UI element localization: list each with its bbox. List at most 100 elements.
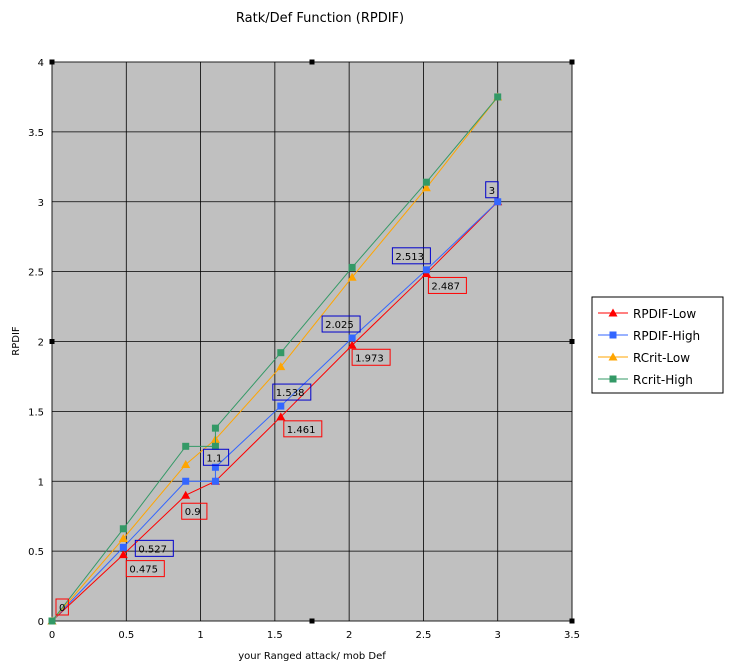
legend-marker [609,331,617,339]
data-label-group: 1.1 [202,448,230,466]
plot-frame-handle [569,339,575,344]
data-label: 1.1 [206,453,222,464]
series-layer [47,92,503,625]
data-label-box [391,247,431,265]
data-point [118,550,128,559]
plot-frame-handle [569,618,575,624]
legend-label: RCrit-Low [633,351,690,365]
series-rpdif-high [48,198,502,625]
x-tick-label: 3.5 [564,630,580,641]
data-label-group: 3 [485,181,499,199]
data-point [494,93,502,101]
legend-marker [608,308,618,317]
data-label: 0 [59,603,65,614]
data-label-group: 0.527 [134,539,174,557]
legend-marker [608,352,618,361]
data-label-group: 2.487 [427,276,467,294]
y-tick-label: 2.5 [28,268,44,279]
legend-item: RPDIF-Low [598,307,696,321]
data-point [347,272,357,281]
series-line [51,201,499,622]
legend-item: Rcrit-High [598,373,693,387]
plot-frame-handle [569,59,575,65]
data-point [211,442,219,450]
data-label: 1.973 [355,353,384,364]
data-point [211,424,219,432]
data-label-group: 0.475 [125,560,165,578]
y-tick-label: 3 [38,198,44,209]
chart-title: Ratk/Def Function (RPDIF) [236,11,404,26]
data-label-box [321,315,361,333]
data-label-box [202,448,230,466]
data-point [211,463,219,471]
y-axis-label: RPDIF [11,326,22,356]
data-label-group: 0 [55,598,69,616]
data-point [422,178,430,186]
data-label-box [125,560,165,578]
data-label-box [181,502,208,520]
series-rcrit-high [48,93,502,625]
legend-item: RPDIF-High [598,329,700,343]
x-tick-label: 3 [495,630,501,641]
data-point [276,412,286,421]
data-point [277,349,285,357]
plot-frame-handle [49,59,55,65]
data-point [347,340,357,349]
data-point [348,334,356,342]
data-label-box [427,276,467,294]
data-point [348,263,356,271]
x-axis-ticks: 0 0.5 1 1.5 2 2.5 3 3.5 [49,630,580,641]
y-tick-label: 3.5 [28,128,44,139]
data-label-box [485,181,499,199]
x-tick-label: 0.5 [118,630,134,641]
data-label: 2.025 [325,320,354,331]
series-line [51,96,499,622]
data-point [277,402,285,410]
data-point [119,525,127,533]
data-point [48,617,56,625]
plot-frame-handle [49,339,55,344]
x-tick-label: 2 [346,630,352,641]
data-label-box [55,598,69,616]
data-label-group: 1.461 [283,420,323,438]
x-tick-label: 1.5 [267,630,283,641]
data-point [211,477,219,485]
data-label: 3 [489,186,495,197]
y-tick-label: 1 [38,477,44,488]
data-label: 1.461 [287,425,316,436]
x-tick-label: 1 [197,630,203,641]
data-label-box [283,420,323,438]
data-label: 0.475 [129,565,158,576]
data-point [182,477,190,485]
legend-label: RPDIF-Low [633,307,696,321]
legend: RPDIF-Low RPDIF-High RCrit-Low Rcrit-High [591,296,724,394]
data-point [119,543,127,551]
data-label-group: 1.538 [272,383,312,401]
data-labels: 0 0.475 0.527 0.9 1.1 1.461 1.538 1.973 2.025 2.4… [55,181,499,616]
plot-frame-handle [309,59,315,65]
data-point [182,442,190,450]
data-label-box [134,539,174,557]
plot-area [49,59,575,624]
data-label-group: 0.9 [181,502,208,520]
y-tick-label: 4 [38,58,44,69]
x-axis-label: your Ranged attack/ mob Def [238,651,386,662]
x-tick-label: 0 [49,630,55,641]
data-label: 0.9 [185,507,201,518]
data-label-box [351,348,391,366]
legend-label: Rcrit-High [633,373,693,387]
y-tick-label: 0 [38,617,44,628]
data-label-box [272,383,312,401]
data-point [181,459,191,468]
y-axis-ticks: 0 0.5 1 1.5 2 2.5 3 3.5 4 [28,58,44,628]
data-point [181,490,191,499]
y-tick-label: 0.5 [28,547,44,558]
data-point [494,198,502,206]
data-point [118,534,128,543]
data-label-group: 2.513 [391,247,431,265]
data-point [422,266,430,274]
data-point [276,362,286,371]
plot-frame-handle [309,618,315,624]
legend-label: RPDIF-High [633,329,700,343]
